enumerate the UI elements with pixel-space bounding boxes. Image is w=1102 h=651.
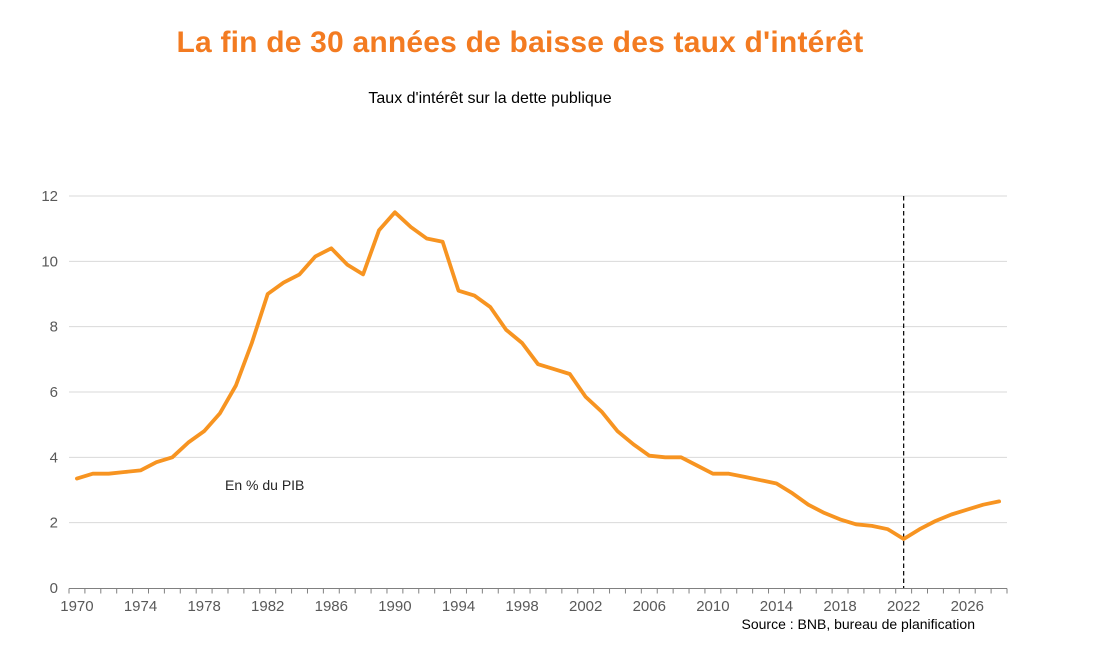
svg-text:2: 2	[50, 515, 58, 532]
svg-text:8: 8	[50, 319, 58, 336]
svg-text:1994: 1994	[442, 598, 475, 615]
unit-annotation: En % du PIB	[225, 477, 305, 493]
y-gridlines	[69, 195, 1007, 524]
svg-text:1982: 1982	[251, 598, 284, 615]
svg-text:1978: 1978	[187, 598, 220, 615]
svg-text:2026: 2026	[951, 598, 984, 615]
series-line-interest-rate	[75, 210, 1001, 541]
svg-text:1970: 1970	[60, 598, 93, 615]
svg-text:10: 10	[41, 253, 58, 270]
svg-text:1990: 1990	[378, 598, 411, 615]
svg-text:2010: 2010	[696, 598, 729, 615]
svg-text:1974: 1974	[124, 598, 157, 615]
svg-text:2022: 2022	[887, 598, 920, 615]
svg-text:6: 6	[50, 384, 58, 401]
svg-text:1986: 1986	[315, 598, 348, 615]
svg-text:2002: 2002	[569, 598, 602, 615]
svg-text:4: 4	[50, 449, 58, 466]
svg-text:2006: 2006	[633, 598, 666, 615]
y-tick-labels: 0 2 4 6 8 10 12	[41, 188, 58, 597]
source-note: Source : BNB, bureau de planification	[741, 616, 975, 632]
chart-title: La fin de 30 années de baisse des taux d…	[176, 26, 864, 59]
x-tick-labels: 1970 1974 1978 1982 1986 1990 1994 1998 2002 2006…	[60, 598, 984, 615]
svg-text:2014: 2014	[760, 598, 793, 615]
svg-text:2018: 2018	[823, 598, 856, 615]
svg-text:12: 12	[41, 188, 58, 205]
svg-text:0: 0	[50, 580, 58, 597]
svg-text:1998: 1998	[505, 598, 538, 615]
x-axis-ticks	[68, 588, 1008, 594]
chart-subtitle: Taux d'intérêt sur la dette publique	[368, 90, 612, 107]
